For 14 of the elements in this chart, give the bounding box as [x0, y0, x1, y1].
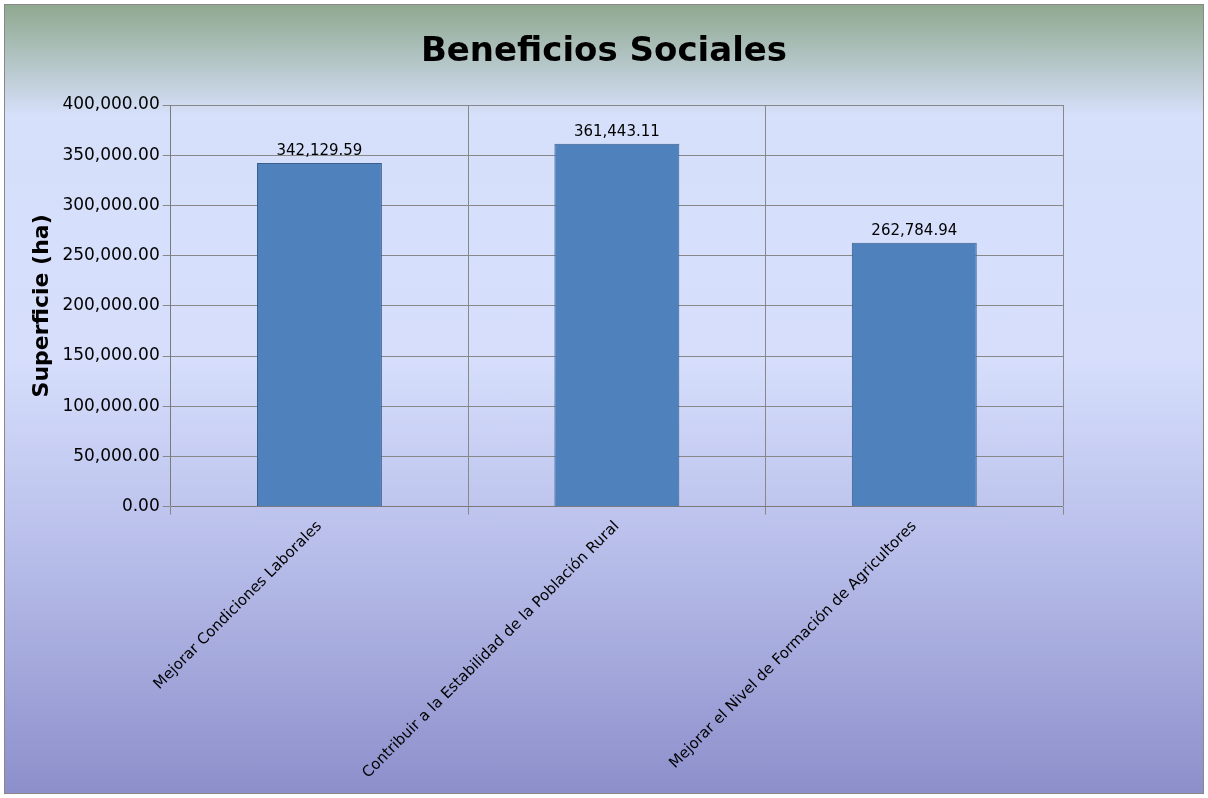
y-tick-label: 200,000.00 [62, 294, 160, 315]
y-tick-label: 250,000.00 [62, 244, 160, 265]
y-tick-label: 0.00 [121, 495, 160, 516]
y-axis-title: Superficie (ha) [27, 214, 53, 398]
y-tick-label: 150,000.00 [62, 344, 160, 365]
data-label: 262,784.94 [871, 221, 958, 240]
y-tick-label: 350,000.00 [62, 143, 160, 164]
data-label: 342,129.59 [276, 141, 363, 160]
data-label: 361,443.11 [573, 122, 660, 141]
chart-title: Beneficios Sociales [419, 29, 789, 69]
y-tick-label: 50,000.00 [73, 444, 160, 465]
y-tick-label: 400,000.00 [62, 93, 160, 114]
y-tick-label: 300,000.00 [62, 193, 160, 214]
y-tick-label: 100,000.00 [62, 394, 160, 415]
